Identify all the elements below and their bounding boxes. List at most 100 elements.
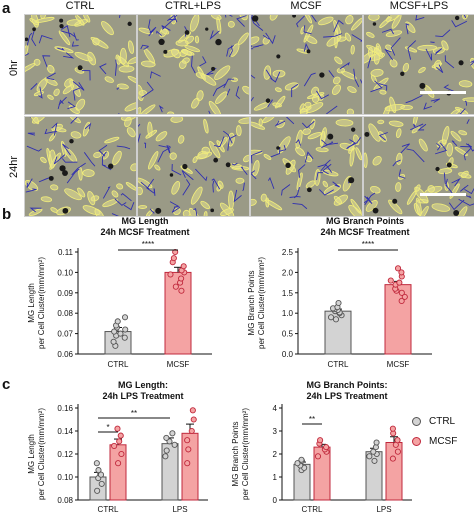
bar-ctrl-lps-data-point (163, 434, 170, 441)
x-tick-label: LPS (172, 505, 187, 514)
y-tick-label: 0.14 (57, 427, 73, 436)
column-label-mcsf-lps: MCSF+LPS (389, 0, 449, 12)
y-tick-label: 0.0 (282, 350, 294, 359)
bar-ctrl-lps-data-point (171, 441, 178, 448)
bar-mcsf-ctrl-data-point (118, 450, 125, 458)
chart-c-branch: MG Branch Points: 24h LPS Treatment MG Bra… (224, 378, 424, 521)
bar-mcsf-data-point (167, 271, 174, 278)
y-axis-label: MG Length (27, 434, 36, 474)
bar-ctrl-lps-data-point (370, 448, 377, 455)
bar-mcsf-data-point (172, 283, 179, 290)
chart-b-branch: MG Branch Points 24h MCSF Treatment MG Bra… (240, 212, 460, 377)
x-tick-label: CTRL (108, 360, 129, 369)
bar-mcsf-lps-data-point (185, 446, 192, 453)
bar-mcsf-lps-data-point (394, 448, 401, 455)
x-tick-label: LPS (376, 505, 391, 514)
chart-subtitle: 24h MCSF Treatment (320, 227, 409, 237)
bar-mcsf-lps-bar (181, 432, 199, 501)
bar-ctrl-data-point (122, 326, 129, 333)
bar-mcsf-data-point (172, 248, 179, 256)
legend-item-mcsf: MCSF (412, 436, 472, 447)
legend-swatch-mcsf (412, 437, 421, 446)
chart-subtitle: 24h MCSF Treatment (100, 227, 189, 237)
chart-title: MG Branch Points: (306, 380, 387, 390)
bar-ctrl-data-point (117, 330, 124, 337)
bar-ctrl-lps-data-point (366, 453, 373, 460)
bar-mcsf-data-point (398, 297, 405, 305)
bar-mcsf-data-point (178, 287, 185, 294)
significance-label: **** (142, 240, 154, 249)
mg-length-lps-chart: MG Length:24h LPS Treatment MG Length per … (27, 380, 208, 514)
y-tick-label: 0.07 (57, 330, 73, 339)
bar-mcsf-data-point (396, 279, 403, 286)
bar-mcsf-data-point (387, 277, 394, 284)
y-tick-label: 2.5 (282, 248, 294, 257)
bar-mcsf-lps-data-point (389, 455, 396, 462)
y-tick-label: 0.5 (282, 330, 294, 339)
bar-mcsf-ctrl-data-point (114, 425, 121, 432)
chart-subtitle: 24h LPS Treatment (306, 391, 387, 401)
legend: CTRL MCSF (412, 416, 472, 447)
bar-ctrl-data-point (111, 328, 118, 335)
micrograph-24hr-CTRL (24, 116, 137, 217)
panel-letter-c: c (2, 376, 11, 393)
significance-label: ** (131, 409, 137, 418)
bar-ctrl-data-point (332, 316, 340, 323)
bar-mcsf-ctrl-data-point (111, 442, 118, 449)
x-tick-label: CTRL (98, 505, 119, 514)
y-tick-label: 0.11 (58, 248, 74, 257)
bar-ctrl-data-point (327, 314, 335, 321)
y-axis-label-units: per Cell Cluster(mm/mm²) (37, 257, 46, 349)
bar-mcsf-ctrl-data-point (314, 453, 322, 460)
bar-ctrl-ctrl-data-point (95, 467, 102, 474)
panel-letter-b: b (2, 206, 12, 223)
row-label-24hr: 24hr (8, 155, 20, 178)
bar-ctrl-data-point (121, 314, 129, 321)
y-tick-label: 0.10 (57, 473, 73, 482)
bar-ctrl-ctrl-data-point (97, 471, 105, 478)
bar-ctrl-data-point (121, 334, 128, 341)
bar-mcsf-ctrl-data-point (117, 432, 124, 439)
bar-mcsf-lps-data-point (394, 437, 401, 444)
bar-ctrl-lps-data-point (163, 447, 170, 454)
panel-letter-a: a (2, 0, 11, 17)
y-axis-label: MG Branch Points (247, 271, 256, 336)
bar-ctrl-data-point (114, 318, 121, 325)
significance-label: ** (309, 415, 315, 424)
micrograph-0hr-MCSF+LPS (363, 14, 474, 115)
x-tick-label: MCSF (167, 360, 190, 369)
micrograph-24hr-CTRL+LPS (137, 116, 250, 217)
bar-ctrl-lps-data-point (371, 457, 378, 464)
significance-label: * (106, 423, 109, 432)
y-tick-label: 0.06 (57, 350, 73, 359)
bar-ctrl-data-point (110, 338, 117, 345)
bar-ctrl-ctrl-data-point (93, 460, 100, 467)
y-tick-label: 0.09 (57, 289, 73, 298)
y-tick-label: 1.5 (282, 289, 294, 298)
y-axis-label-units: per Cell Cluster(mm/mm²) (257, 257, 266, 349)
bar-ctrl-lps-data-point (169, 430, 176, 437)
bar-ctrl-ctrl-data-point (98, 480, 105, 487)
y-tick-label: 0.10 (57, 268, 73, 277)
significance-label: **** (362, 240, 374, 249)
bar-mcsf-data-point (401, 293, 408, 300)
bar-mcsf-ctrl-data-point (323, 444, 330, 451)
bar-mcsf-ctrl-bar (313, 446, 331, 501)
y-tick-label: 0.08 (57, 496, 73, 505)
y-tick-label: 0.08 (57, 309, 73, 318)
bar-mcsf-data-point (180, 263, 187, 270)
y-tick-label: 3 (273, 427, 278, 436)
y-tick-label: 2.0 (282, 268, 294, 277)
column-label-mcsf: MCSF (290, 0, 322, 12)
chart-subtitle: 24h LPS Treatment (102, 391, 183, 401)
chart-c-length: MG Length: 24h LPS Treatment MG Length per … (20, 378, 220, 521)
y-tick-label: 1.0 (282, 309, 294, 318)
y-tick-label: 0.16 (57, 404, 73, 413)
row-label-0hr: 0hr (8, 60, 20, 76)
legend-label-mcsf: MCSF (429, 436, 458, 447)
scale-bar (420, 91, 466, 94)
bar-mcsf-ctrl-data-point (115, 460, 122, 467)
bar-mcsf-data-point (398, 289, 405, 296)
